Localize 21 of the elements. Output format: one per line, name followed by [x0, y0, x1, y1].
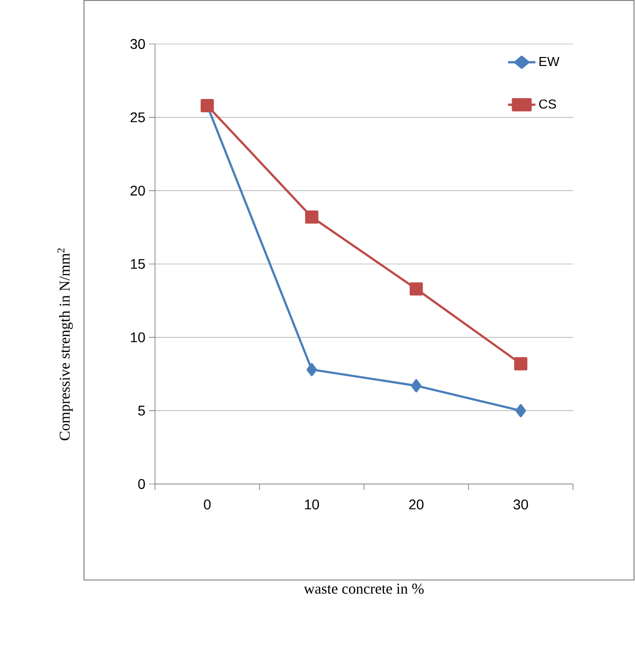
- point: [514, 357, 528, 370]
- point: [305, 210, 318, 224]
- point: [306, 363, 317, 376]
- x-tick-label: 20: [409, 500, 424, 510]
- y-tick-label: 30: [130, 39, 145, 49]
- y-axis-title: Compressive strength in N/mm$^{2}$: [57, 248, 73, 440]
- point: [411, 379, 422, 392]
- x-tick-label: 0: [204, 500, 211, 510]
- y-tick-label: 10: [130, 332, 145, 342]
- x-axis-title: waste concrete in %: [304, 584, 424, 594]
- x-tick-label: 30: [514, 500, 528, 510]
- point: [410, 282, 423, 296]
- y-tick-label: 15: [130, 259, 145, 269]
- x-tick-label: 10: [305, 500, 319, 510]
- point: [516, 404, 526, 418]
- legend-label: CS: [539, 99, 556, 109]
- legend-label: EW: [540, 57, 560, 66]
- y-tick-label: 25: [130, 112, 145, 122]
- y-tick-label: 20: [130, 186, 145, 196]
- y-tick-label: 0: [138, 479, 145, 489]
- y-tick-label: 5: [138, 406, 145, 416]
